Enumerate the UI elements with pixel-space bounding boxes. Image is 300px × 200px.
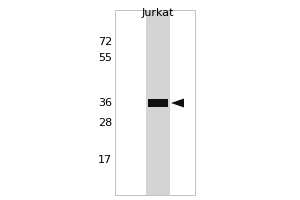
Bar (148, 99, 168, 107)
Text: 17: 17 (98, 155, 112, 165)
Bar (146, 10, 170, 195)
Text: Jurkat: Jurkat (142, 8, 174, 18)
Text: 55: 55 (98, 53, 112, 63)
Text: 28: 28 (98, 118, 112, 128)
Bar (115, 10, 195, 195)
Polygon shape (171, 99, 184, 108)
Text: 36: 36 (98, 98, 112, 108)
Text: 72: 72 (98, 37, 112, 47)
